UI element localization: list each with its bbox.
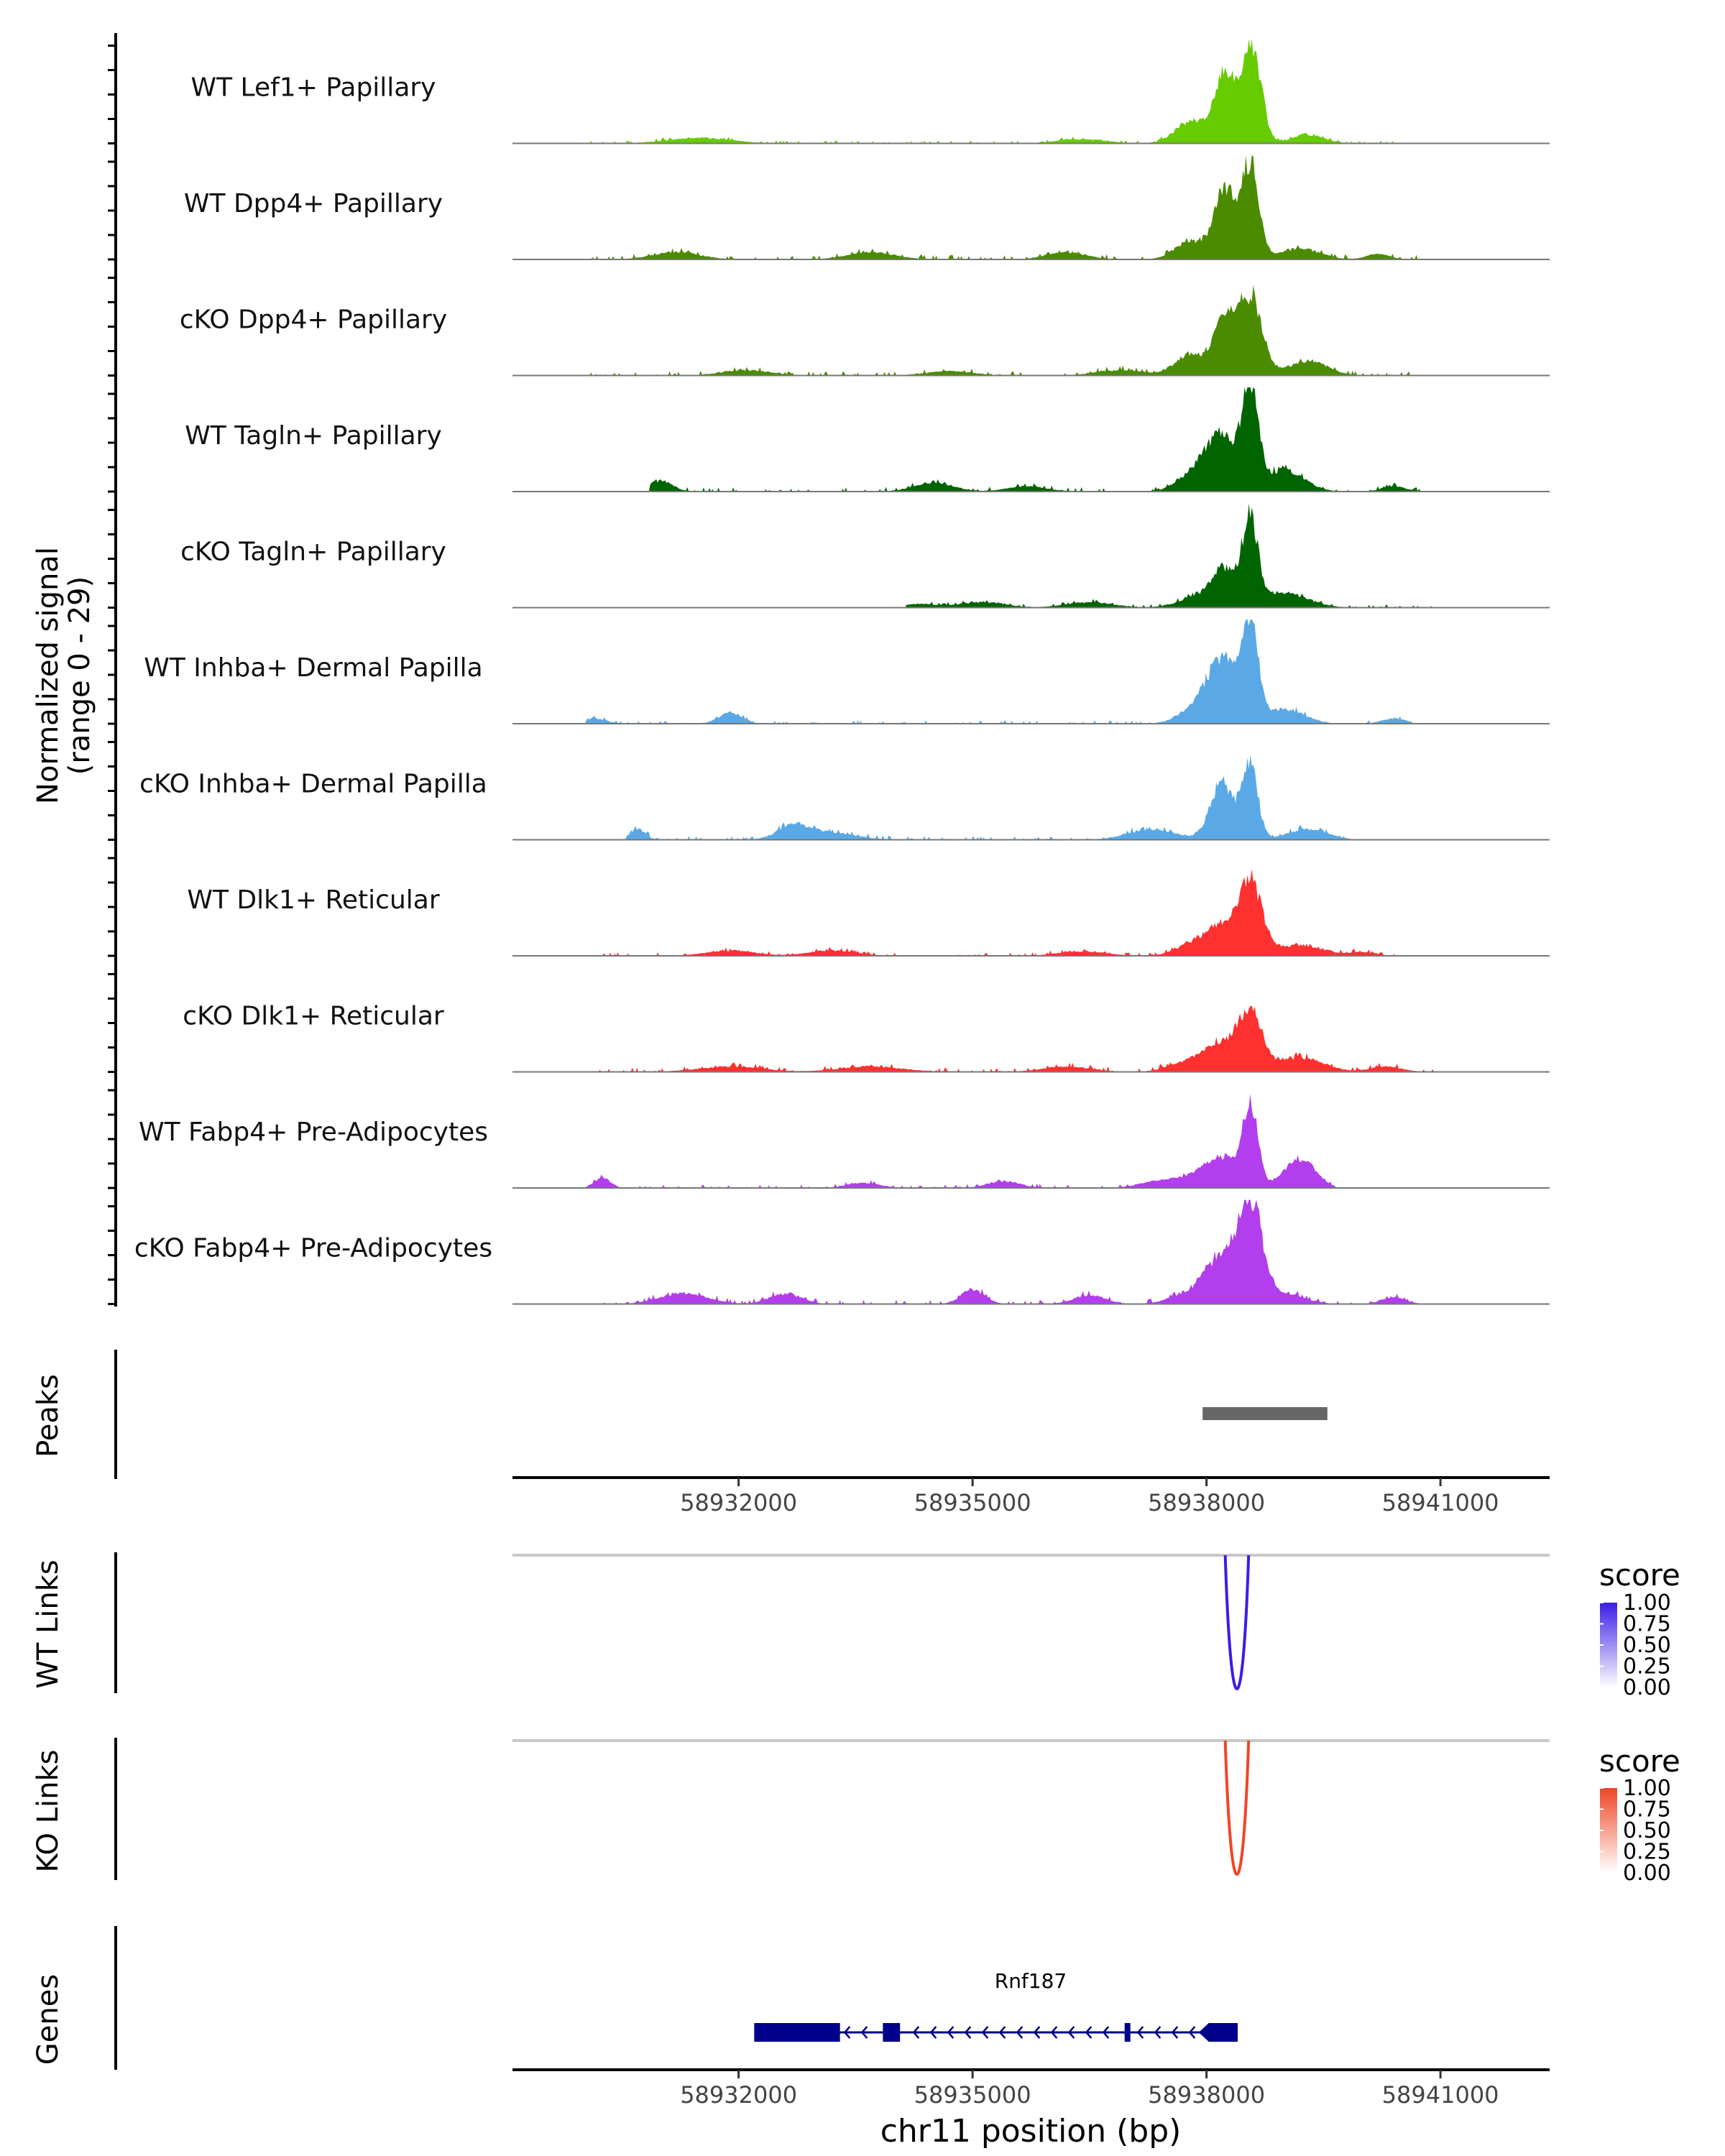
strand-chevron bbox=[912, 2026, 920, 2039]
strand-chevron bbox=[947, 2026, 954, 2039]
legend-tick-label: 0.25 bbox=[1623, 1840, 1671, 1865]
strand-chevron bbox=[843, 2026, 851, 2039]
coverage-area-9 bbox=[512, 1005, 1550, 1072]
strand-chevron bbox=[1136, 2026, 1144, 2039]
strand-chevron bbox=[1050, 2026, 1058, 2039]
coverage-y-label-line1: Normalized signal bbox=[32, 547, 65, 804]
strand-chevron bbox=[1102, 2026, 1110, 2039]
coverage-area-10 bbox=[512, 1094, 1550, 1188]
peaks-track-label: Peaks bbox=[32, 1374, 65, 1457]
x-tick-label-lower: 58938000 bbox=[1148, 2081, 1265, 2109]
strand-chevron bbox=[1188, 2026, 1196, 2039]
coverage-area-6 bbox=[512, 619, 1550, 724]
track-label-3: cKO Dpp4+ Papillary bbox=[180, 305, 447, 335]
wt-links-legend-title: score bbox=[1599, 1557, 1680, 1593]
strand-chevron bbox=[1033, 2026, 1041, 2039]
coverage-area-5 bbox=[512, 503, 1550, 608]
links-panel: 1.000.750.500.250.001.000.750.500.250.00 bbox=[114, 1552, 1671, 1886]
x-tick-label-upper: 58932000 bbox=[680, 1489, 797, 1516]
x-tick-label-lower: 58935000 bbox=[914, 2081, 1031, 2109]
legend-tick-label: 0.00 bbox=[1623, 1861, 1671, 1886]
strand-chevron bbox=[1085, 2026, 1092, 2039]
strand-chevron bbox=[1154, 2026, 1162, 2039]
gene-exon-4 bbox=[1198, 2023, 1238, 2042]
wt-links-track-label: WT Links bbox=[32, 1560, 65, 1688]
strand-chevron bbox=[1171, 2026, 1179, 2039]
coverage-y-label-line2: (range 0 - 29) bbox=[63, 576, 96, 775]
strand-chevron bbox=[860, 2026, 868, 2039]
track-label-7: cKO Inhba+ Dermal Papilla bbox=[139, 770, 487, 799]
coverage-area-7 bbox=[512, 755, 1550, 840]
coverage-area-11 bbox=[512, 1199, 1550, 1304]
legend-tick-label: 0.75 bbox=[1623, 1612, 1671, 1637]
genes-panel: 58932000 58935000 58938000 58941000 bbox=[114, 1926, 1550, 2109]
track-label-9: cKO Dlk1+ Reticular bbox=[183, 1002, 444, 1031]
gene-name-label: Rnf187 bbox=[995, 1969, 1067, 1993]
strand-chevron bbox=[964, 2026, 972, 2039]
link-arc-2 bbox=[1223, 1740, 1251, 1876]
legend-tick-label: 1.00 bbox=[1623, 1590, 1671, 1616]
track-label-2: WT Dpp4+ Papillary bbox=[184, 189, 443, 218]
track-label-10: WT Fabp4+ Pre-Adipocytes bbox=[139, 1118, 488, 1147]
x-tick-label-upper: 58938000 bbox=[1148, 1489, 1265, 1516]
gene-exon-2 bbox=[883, 2023, 901, 2042]
coverage-area-1 bbox=[512, 39, 1550, 144]
track-label-6: WT Inhba+ Dermal Papilla bbox=[144, 653, 482, 683]
track-label-11: cKO Fabp4+ Pre-Adipocytes bbox=[134, 1234, 492, 1263]
x-axis-title: chr11 position (bp) bbox=[880, 2113, 1182, 2150]
x-tick-label-lower: 58932000 bbox=[680, 2081, 797, 2109]
legend-tick-label: 0.25 bbox=[1623, 1654, 1671, 1680]
track-label-8: WT Dlk1+ Reticular bbox=[187, 885, 439, 915]
x-tick-label-lower: 58941000 bbox=[1382, 2081, 1499, 2109]
legend-tick-label: 0.50 bbox=[1623, 1818, 1671, 1843]
gene-exon-1 bbox=[754, 2023, 840, 2042]
coverage-area-4 bbox=[512, 387, 1550, 492]
ko-links-legend-title: score bbox=[1599, 1743, 1680, 1779]
strand-chevron bbox=[1067, 2026, 1075, 2039]
legend-tick-label: 1.00 bbox=[1623, 1776, 1671, 1801]
strand-chevron bbox=[929, 2026, 937, 2039]
strand-chevron bbox=[981, 2026, 989, 2039]
gene-exon-3 bbox=[1124, 2023, 1131, 2042]
track-label-5: cKO Tagln+ Papillary bbox=[180, 538, 446, 567]
track-label-1: WT Lef1+ Papillary bbox=[191, 73, 436, 103]
strand-chevron bbox=[1016, 2026, 1024, 2039]
peak-region-1 bbox=[1202, 1407, 1328, 1420]
link-arc-1 bbox=[1223, 1554, 1251, 1690]
coverage-area-8 bbox=[512, 869, 1550, 956]
x-tick-label-upper: 58941000 bbox=[1382, 1489, 1499, 1516]
peaks-panel: 58932000 58935000 58938000 58941000 bbox=[114, 1350, 1550, 1516]
genes-track-label: Genes bbox=[32, 1974, 65, 2065]
legend-tick-label: 0.50 bbox=[1623, 1633, 1671, 1658]
legend-tick-label: 0.00 bbox=[1623, 1675, 1671, 1700]
coverage-area-2 bbox=[512, 155, 1550, 259]
x-tick-label-upper: 58935000 bbox=[914, 1489, 1031, 1516]
coverage-panel: WT Lef1+ Papillary WT Dpp4+ Papillary cKO … bbox=[108, 33, 1550, 1307]
legend-tick-label: 0.75 bbox=[1623, 1797, 1671, 1823]
track-label-4: WT Tagln+ Papillary bbox=[185, 421, 442, 451]
strand-chevron bbox=[998, 2026, 1006, 2039]
ko-links-track-label: KO Links bbox=[32, 1750, 65, 1873]
coverage-area-3 bbox=[512, 285, 1550, 376]
